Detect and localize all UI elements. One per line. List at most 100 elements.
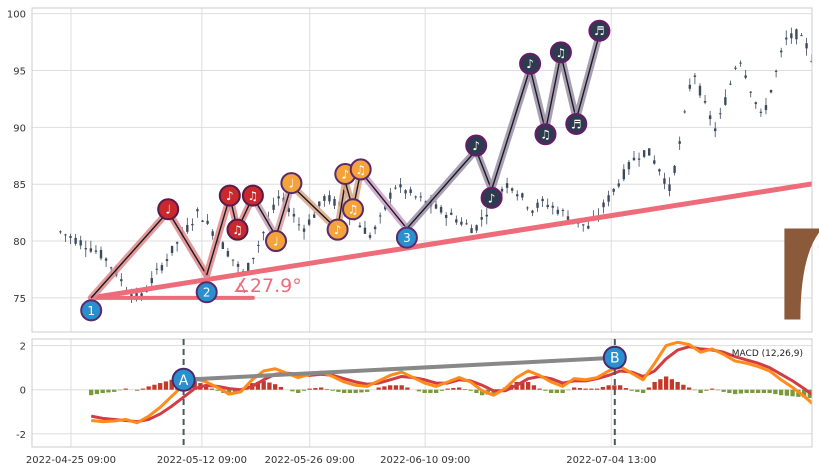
point-marker <box>157 198 180 221</box>
candle-body <box>328 195 331 202</box>
candle-body <box>617 183 620 187</box>
candle-body <box>150 277 153 284</box>
histogram-bar <box>158 383 163 390</box>
histogram-bar <box>261 380 266 390</box>
candle-body <box>455 219 458 223</box>
zigzag-line <box>90 211 169 299</box>
point-marker-label: ♩ <box>289 177 295 191</box>
histogram-bar <box>560 389 565 393</box>
y-tick-label: -2 <box>16 430 26 441</box>
candle-body <box>450 212 453 215</box>
histogram-bar <box>773 389 778 395</box>
histogram-bar <box>468 389 473 391</box>
y-tick-label: 90 <box>13 123 26 134</box>
point-marker <box>226 218 249 241</box>
point-marker-label: ♪ <box>526 57 534 71</box>
histogram-bar <box>646 387 652 390</box>
histogram-bar <box>589 388 594 390</box>
histogram-bar <box>382 386 387 390</box>
candle-body <box>206 220 209 224</box>
candle-body <box>739 62 742 64</box>
candle-body <box>531 210 534 213</box>
histogram-bar <box>405 387 410 390</box>
histogram-bar <box>399 385 404 390</box>
zigzag-line <box>490 68 531 191</box>
candle-body <box>510 188 514 191</box>
divergence-marker-label: A <box>179 373 189 389</box>
divergence-marker <box>602 345 627 370</box>
histogram-bar <box>744 389 749 393</box>
candle-body <box>434 204 438 209</box>
point-marker <box>265 230 287 253</box>
zigzag-line <box>544 54 562 131</box>
candle-body <box>373 226 377 230</box>
candle-body <box>475 225 478 231</box>
zigzag-line <box>575 33 601 120</box>
candle-body <box>368 235 372 238</box>
histogram-bar <box>692 389 698 391</box>
candle-body <box>521 193 524 198</box>
candle-body <box>764 105 768 111</box>
candle-body <box>500 188 504 192</box>
candle-body <box>196 209 199 212</box>
candle-body <box>480 217 483 220</box>
histogram-bar <box>778 389 784 396</box>
histogram-bar <box>255 381 261 390</box>
signal-line <box>90 345 812 424</box>
histogram-bar <box>336 389 341 392</box>
histogram-bar <box>388 385 393 390</box>
candle-body <box>221 242 225 250</box>
candle-body <box>247 263 250 272</box>
histogram-bar <box>612 385 617 390</box>
point-marker <box>519 52 542 75</box>
candle-body <box>414 196 417 198</box>
histogram-bar <box>163 381 169 390</box>
candle-body <box>749 91 752 93</box>
histogram-bar <box>445 388 450 390</box>
candle-body <box>602 202 605 208</box>
candle-body <box>769 90 773 93</box>
candle-body <box>703 100 707 103</box>
histogram-bar <box>767 389 772 393</box>
candle-body <box>526 207 529 209</box>
histogram-bar <box>704 389 709 391</box>
histogram-bar <box>278 386 284 390</box>
candle-body <box>805 43 808 49</box>
candle-body <box>358 225 362 228</box>
histogram-bar <box>94 389 100 395</box>
candle-body <box>257 244 260 246</box>
histogram-bar <box>135 389 140 391</box>
histogram-bar <box>416 389 422 392</box>
point-marker-label: ♪ <box>226 189 234 203</box>
point-marker-label: ♫ <box>540 128 551 142</box>
candle-body <box>140 293 143 298</box>
histogram-bar <box>422 389 427 393</box>
candle-body <box>109 267 113 269</box>
histogram-bar <box>577 388 583 390</box>
candle-body <box>297 224 301 226</box>
point-marker-label: ♫ <box>348 203 359 217</box>
histogram-bar <box>548 389 554 393</box>
candle-body <box>170 245 174 253</box>
point-marker <box>349 158 372 181</box>
x-tick-label: 2022-07-04 13:00 <box>566 455 656 466</box>
histogram-bar <box>146 386 151 390</box>
candle-body <box>795 29 798 40</box>
histogram-bar <box>709 388 715 390</box>
point-marker-label: ♩ <box>165 203 171 217</box>
candle-body <box>439 206 443 213</box>
divergence-marker <box>171 367 196 392</box>
candle-body <box>612 188 615 192</box>
candle-body <box>404 190 407 194</box>
histogram-bar <box>359 389 364 393</box>
x-tick-label: 2022-06-10 09:00 <box>380 455 470 466</box>
histogram-bar <box>353 389 358 393</box>
point-marker <box>465 134 488 157</box>
zigzag-line <box>406 149 477 230</box>
candle-body <box>688 84 692 89</box>
point-marker-label: ♪ <box>488 191 496 205</box>
candle-body <box>399 184 402 188</box>
point-marker-label: 3 <box>403 231 411 245</box>
candle-body <box>607 195 610 202</box>
price-panel-frame <box>31 7 813 333</box>
